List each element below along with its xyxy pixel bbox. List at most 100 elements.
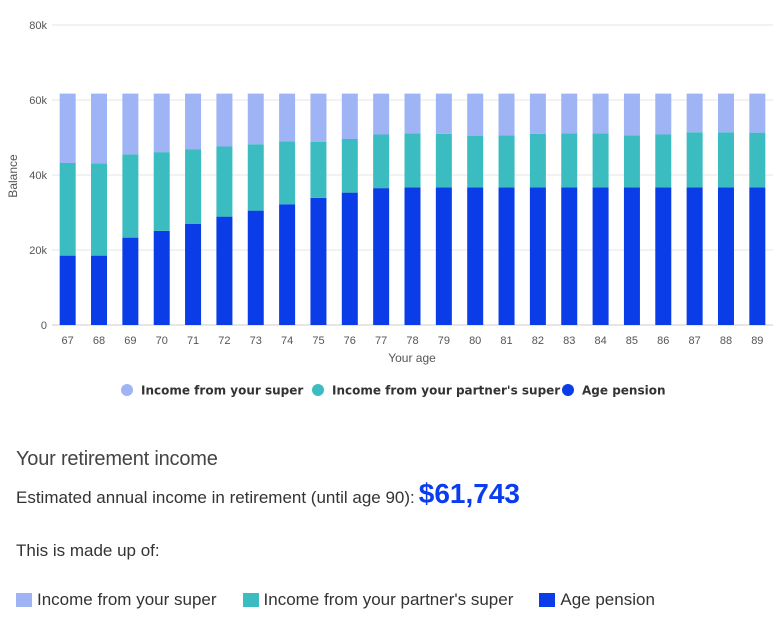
legend-label[interactable]: Income from your partner's super: [332, 384, 560, 398]
bar-segment[interactable]: [216, 216, 233, 325]
estimated-income-value: $61,743: [418, 478, 520, 509]
bar-segment[interactable]: [717, 132, 734, 188]
bar-segment[interactable]: [91, 255, 108, 325]
bar-segment[interactable]: [686, 187, 703, 325]
bar-segment[interactable]: [153, 230, 170, 325]
x-tick-label: 78: [406, 335, 418, 347]
bar-segment[interactable]: [623, 93, 640, 136]
bar-segment[interactable]: [498, 187, 515, 325]
bar-segment[interactable]: [717, 187, 734, 325]
bar-segment[interactable]: [373, 134, 390, 189]
x-tick-label: 84: [594, 335, 606, 347]
bar-segment[interactable]: [498, 93, 515, 136]
legend-label[interactable]: Age pension: [582, 384, 666, 398]
bar-segment[interactable]: [561, 187, 578, 325]
bar-segment[interactable]: [279, 141, 296, 205]
bar-segment[interactable]: [404, 93, 421, 134]
y-axis-title: Balance: [6, 154, 20, 198]
x-tick-label: 87: [689, 335, 701, 347]
x-tick-label: 80: [469, 335, 481, 347]
bar-segment[interactable]: [749, 93, 766, 133]
legend-marker[interactable]: [562, 384, 574, 396]
bar-segment[interactable]: [341, 93, 358, 139]
bar-segment[interactable]: [529, 133, 546, 188]
bar-segment[interactable]: [467, 187, 484, 325]
bar-segment[interactable]: [561, 93, 578, 134]
bar-segment[interactable]: [122, 154, 139, 238]
chart-legend: Income from your super Income from your p…: [121, 384, 666, 398]
x-tick-label: 69: [124, 335, 136, 347]
bar-segment[interactable]: [310, 93, 327, 142]
bar-segment[interactable]: [247, 93, 264, 145]
bar-segment[interactable]: [435, 133, 452, 188]
y-tick-label: 80k: [29, 20, 47, 32]
bar-segment[interactable]: [592, 133, 609, 188]
bar-segment[interactable]: [655, 187, 672, 325]
y-tick-label: 0: [41, 320, 47, 332]
bar-segment[interactable]: [59, 255, 76, 325]
bar-segment[interactable]: [185, 223, 202, 325]
bar-segment[interactable]: [310, 197, 327, 325]
breakdown-label-age-pension: Age pension: [560, 590, 655, 609]
x-tick-label: 82: [532, 335, 544, 347]
legend-marker[interactable]: [121, 384, 133, 396]
bar-segment[interactable]: [435, 187, 452, 325]
x-axis-title: Your age: [388, 351, 436, 365]
bar-segment[interactable]: [122, 237, 139, 325]
bar-segment[interactable]: [404, 133, 421, 188]
bar-segment[interactable]: [749, 187, 766, 325]
bar-segment[interactable]: [592, 93, 609, 134]
bar-segment[interactable]: [279, 204, 296, 325]
x-axis-ticks: 67 68 69 70 71 72 73 74 75 76 77 78 79 80 81 82 83 84 85 86…: [62, 335, 764, 347]
legend-marker[interactable]: [312, 384, 324, 396]
bar-segment[interactable]: [435, 93, 452, 134]
bar-segment[interactable]: [216, 93, 233, 147]
bar-segment[interactable]: [153, 152, 170, 231]
bar-segment[interactable]: [247, 210, 264, 325]
bar-segment[interactable]: [185, 93, 202, 150]
bar-segment[interactable]: [561, 133, 578, 188]
y-tick-label: 40k: [29, 170, 47, 182]
x-tick-label: 77: [375, 335, 387, 347]
x-tick-label: 88: [720, 335, 732, 347]
bar-segment[interactable]: [59, 93, 76, 163]
bar-segment[interactable]: [373, 93, 390, 135]
bar-segment[interactable]: [717, 93, 734, 133]
bar-segment[interactable]: [247, 144, 264, 211]
bar-segment[interactable]: [216, 146, 233, 217]
bar-segment[interactable]: [655, 93, 672, 135]
made-up-of-label: This is made up of:: [16, 541, 160, 560]
bar-segment[interactable]: [91, 93, 108, 164]
bar-segment[interactable]: [373, 188, 390, 325]
x-tick-label: 75: [312, 335, 324, 347]
bar-segment[interactable]: [592, 187, 609, 325]
bar-segment[interactable]: [529, 187, 546, 325]
bar-segment[interactable]: [185, 149, 202, 224]
bar-segment[interactable]: [122, 93, 139, 155]
x-tick-label: 73: [250, 335, 262, 347]
x-tick-label: 79: [438, 335, 450, 347]
bar-segment[interactable]: [59, 163, 76, 256]
bar-segment[interactable]: [467, 135, 484, 188]
breakdown-item-your-super: Income from your super: [16, 590, 217, 610]
bar-segment[interactable]: [623, 135, 640, 188]
bar-segment[interactable]: [91, 163, 108, 256]
retirement-income-heading: Your retirement income: [16, 448, 218, 470]
bar-segment[interactable]: [749, 132, 766, 188]
bar-segment[interactable]: [686, 132, 703, 188]
swatch-age-pension: [539, 593, 556, 607]
bar-segment[interactable]: [310, 142, 327, 198]
retirement-income-chart: 0 20k 40k 60k 80k 67 68 69 70 71 72 73 74 75 76 77 78 79…: [6, 20, 773, 398]
bar-segment[interactable]: [467, 93, 484, 136]
bar-segment[interactable]: [404, 187, 421, 325]
bar-segment[interactable]: [341, 139, 358, 193]
bar-segment[interactable]: [686, 93, 703, 133]
legend-label[interactable]: Income from your super: [141, 384, 303, 398]
bar-segment[interactable]: [279, 93, 296, 142]
bar-segment[interactable]: [153, 93, 170, 153]
bar-segment[interactable]: [655, 134, 672, 188]
bar-segment[interactable]: [341, 192, 358, 325]
bar-segment[interactable]: [623, 187, 640, 325]
bar-segment[interactable]: [498, 135, 515, 188]
bar-segment[interactable]: [529, 93, 546, 134]
